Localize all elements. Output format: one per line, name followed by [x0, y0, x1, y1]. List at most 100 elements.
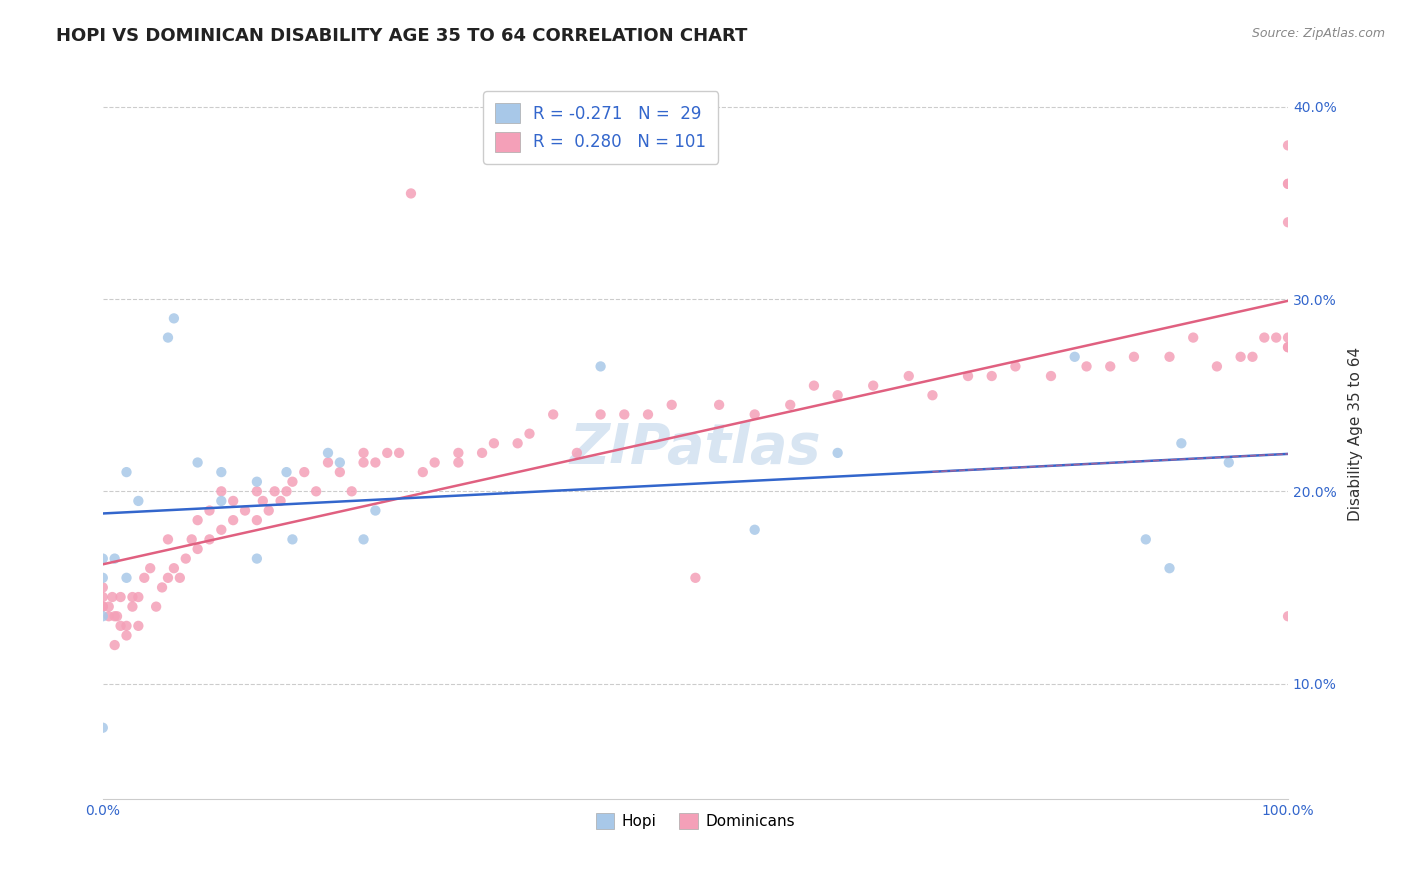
- Point: [91, 571, 114, 585]
- Point: [263, 484, 285, 499]
- Point: [187, 513, 209, 527]
- Point: [127, 494, 149, 508]
- Point: [104, 551, 127, 566]
- Point: [1159, 561, 1181, 575]
- Point: [233, 503, 256, 517]
- Text: HOPI VS DOMINICAN DISABILITY AGE 35 TO 64 CORRELATION CHART: HOPI VS DOMINICAN DISABILITY AGE 35 TO 6…: [56, 27, 748, 45]
- Point: [198, 503, 221, 517]
- Point: [222, 494, 245, 508]
- Point: [447, 456, 470, 470]
- Point: [150, 581, 173, 595]
- Point: [156, 571, 179, 585]
- Point: [91, 581, 114, 595]
- Point: [637, 408, 659, 422]
- Point: [1159, 350, 1181, 364]
- Point: [827, 388, 849, 402]
- Point: [209, 484, 232, 499]
- Point: [1206, 359, 1229, 374]
- Point: [110, 619, 132, 633]
- Point: [104, 638, 127, 652]
- Point: [412, 465, 434, 479]
- Point: [115, 619, 138, 633]
- Point: [803, 378, 825, 392]
- Point: [187, 456, 209, 470]
- Point: [246, 513, 269, 527]
- Point: [1265, 330, 1288, 344]
- Point: [1182, 330, 1205, 344]
- Point: [447, 446, 470, 460]
- Text: ZIPatlas: ZIPatlas: [569, 421, 821, 475]
- Point: [340, 484, 363, 499]
- Point: [134, 571, 156, 585]
- Point: [1277, 138, 1299, 153]
- Point: [1229, 350, 1251, 364]
- Point: [744, 523, 766, 537]
- Point: [316, 456, 339, 470]
- Point: [209, 465, 232, 479]
- Point: [1277, 215, 1299, 229]
- Point: [589, 359, 612, 374]
- Point: [1277, 330, 1299, 344]
- Point: [375, 446, 398, 460]
- Point: [541, 408, 564, 422]
- Point: [1135, 533, 1157, 547]
- Point: [91, 609, 114, 624]
- Y-axis label: Disability Age 35 to 64: Disability Age 35 to 64: [1348, 347, 1362, 521]
- Point: [252, 494, 274, 508]
- Point: [862, 378, 884, 392]
- Point: [1004, 359, 1026, 374]
- Point: [305, 484, 328, 499]
- Point: [707, 398, 730, 412]
- Point: [1277, 340, 1299, 354]
- Point: [91, 721, 114, 735]
- Point: [156, 533, 179, 547]
- Point: [565, 446, 588, 460]
- Point: [353, 456, 375, 470]
- Text: Source: ZipAtlas.com: Source: ZipAtlas.com: [1251, 27, 1385, 40]
- Point: [91, 599, 114, 614]
- Point: [276, 484, 298, 499]
- Point: [779, 398, 801, 412]
- Point: [589, 408, 612, 422]
- Point: [1277, 177, 1299, 191]
- Point: [121, 599, 143, 614]
- Point: [127, 619, 149, 633]
- Point: [115, 628, 138, 642]
- Point: [364, 456, 387, 470]
- Point: [956, 369, 979, 384]
- Point: [145, 599, 167, 614]
- Point: [1277, 340, 1299, 354]
- Point: [471, 446, 494, 460]
- Point: [388, 446, 411, 460]
- Point: [163, 311, 186, 326]
- Point: [1241, 350, 1264, 364]
- Point: [661, 398, 683, 412]
- Point: [270, 494, 292, 508]
- Point: [1063, 350, 1085, 364]
- Point: [246, 475, 269, 489]
- Point: [329, 465, 352, 479]
- Point: [281, 533, 304, 547]
- Point: [1040, 369, 1063, 384]
- Point: [482, 436, 505, 450]
- Point: [506, 436, 529, 450]
- Point: [91, 551, 114, 566]
- Point: [827, 446, 849, 460]
- Point: [104, 609, 127, 624]
- Point: [1253, 330, 1275, 344]
- Point: [115, 571, 138, 585]
- Point: [91, 590, 114, 604]
- Point: [519, 426, 541, 441]
- Point: [921, 388, 943, 402]
- Point: [685, 571, 707, 585]
- Point: [105, 609, 128, 624]
- Point: [121, 590, 143, 604]
- Point: [257, 503, 280, 517]
- Point: [163, 561, 186, 575]
- Point: [246, 484, 269, 499]
- Point: [101, 590, 124, 604]
- Point: [364, 503, 387, 517]
- Point: [613, 408, 636, 422]
- Point: [1277, 177, 1299, 191]
- Point: [353, 446, 375, 460]
